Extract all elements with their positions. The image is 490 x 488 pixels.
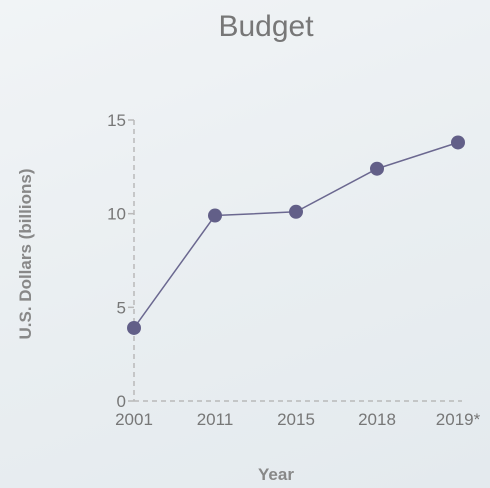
x-tick-label: 2001: [115, 410, 153, 429]
x-axis-label: Year: [258, 465, 294, 484]
data-point-2011: [208, 208, 222, 223]
chart-title: Budget: [218, 10, 314, 43]
y-tick-label: 5: [117, 298, 126, 317]
y-tick-label: 0: [117, 392, 126, 411]
y-tick-label: 15: [107, 111, 126, 130]
data-point-2015: [289, 204, 303, 219]
data-point-2019: [451, 135, 465, 150]
x-tick-label: 2015: [277, 410, 315, 429]
x-tick-label: 2018: [358, 410, 396, 429]
series-line: [133, 141, 459, 329]
x-tick-label: 2019*: [436, 410, 481, 429]
x-tick-label: 2011: [197, 410, 234, 429]
data-point-2001: [127, 320, 141, 335]
data-point-2018: [370, 161, 384, 176]
y-tick-label: 10: [107, 205, 126, 224]
